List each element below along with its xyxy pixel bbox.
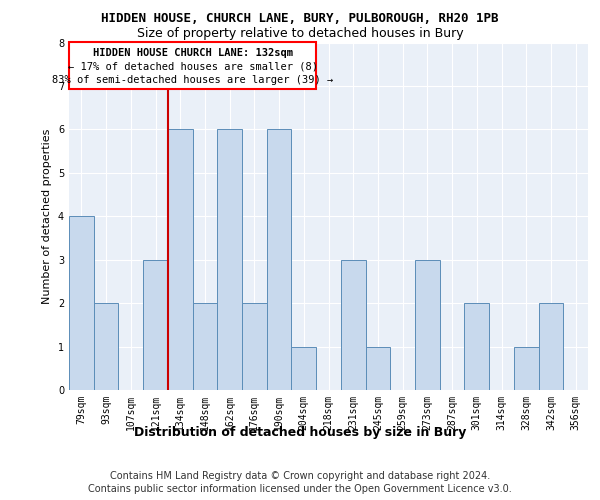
Bar [168, 130, 193, 390]
Text: ← 17% of detached houses are smaller (8): ← 17% of detached houses are smaller (8) [68, 62, 318, 72]
Y-axis label: Number of detached properties: Number of detached properties [43, 128, 52, 304]
Bar [341, 260, 365, 390]
Bar [267, 130, 292, 390]
Bar [193, 303, 217, 390]
Bar [464, 303, 489, 390]
Bar [94, 303, 118, 390]
Bar [539, 303, 563, 390]
Text: Size of property relative to detached houses in Bury: Size of property relative to detached ho… [137, 28, 463, 40]
Text: Contains public sector information licensed under the Open Government Licence v3: Contains public sector information licen… [88, 484, 512, 494]
Text: 83% of semi-detached houses are larger (39) →: 83% of semi-detached houses are larger (… [52, 76, 334, 86]
Bar [217, 130, 242, 390]
Bar [365, 346, 390, 390]
Bar [415, 260, 440, 390]
Text: HIDDEN HOUSE, CHURCH LANE, BURY, PULBOROUGH, RH20 1PB: HIDDEN HOUSE, CHURCH LANE, BURY, PULBORO… [101, 12, 499, 26]
Bar [143, 260, 168, 390]
Text: Distribution of detached houses by size in Bury: Distribution of detached houses by size … [134, 426, 466, 439]
Bar [69, 216, 94, 390]
Text: HIDDEN HOUSE CHURCH LANE: 132sqm: HIDDEN HOUSE CHURCH LANE: 132sqm [93, 48, 293, 58]
Bar [292, 346, 316, 390]
Bar [242, 303, 267, 390]
Text: Contains HM Land Registry data © Crown copyright and database right 2024.: Contains HM Land Registry data © Crown c… [110, 471, 490, 481]
Bar [514, 346, 539, 390]
FancyBboxPatch shape [70, 42, 316, 90]
